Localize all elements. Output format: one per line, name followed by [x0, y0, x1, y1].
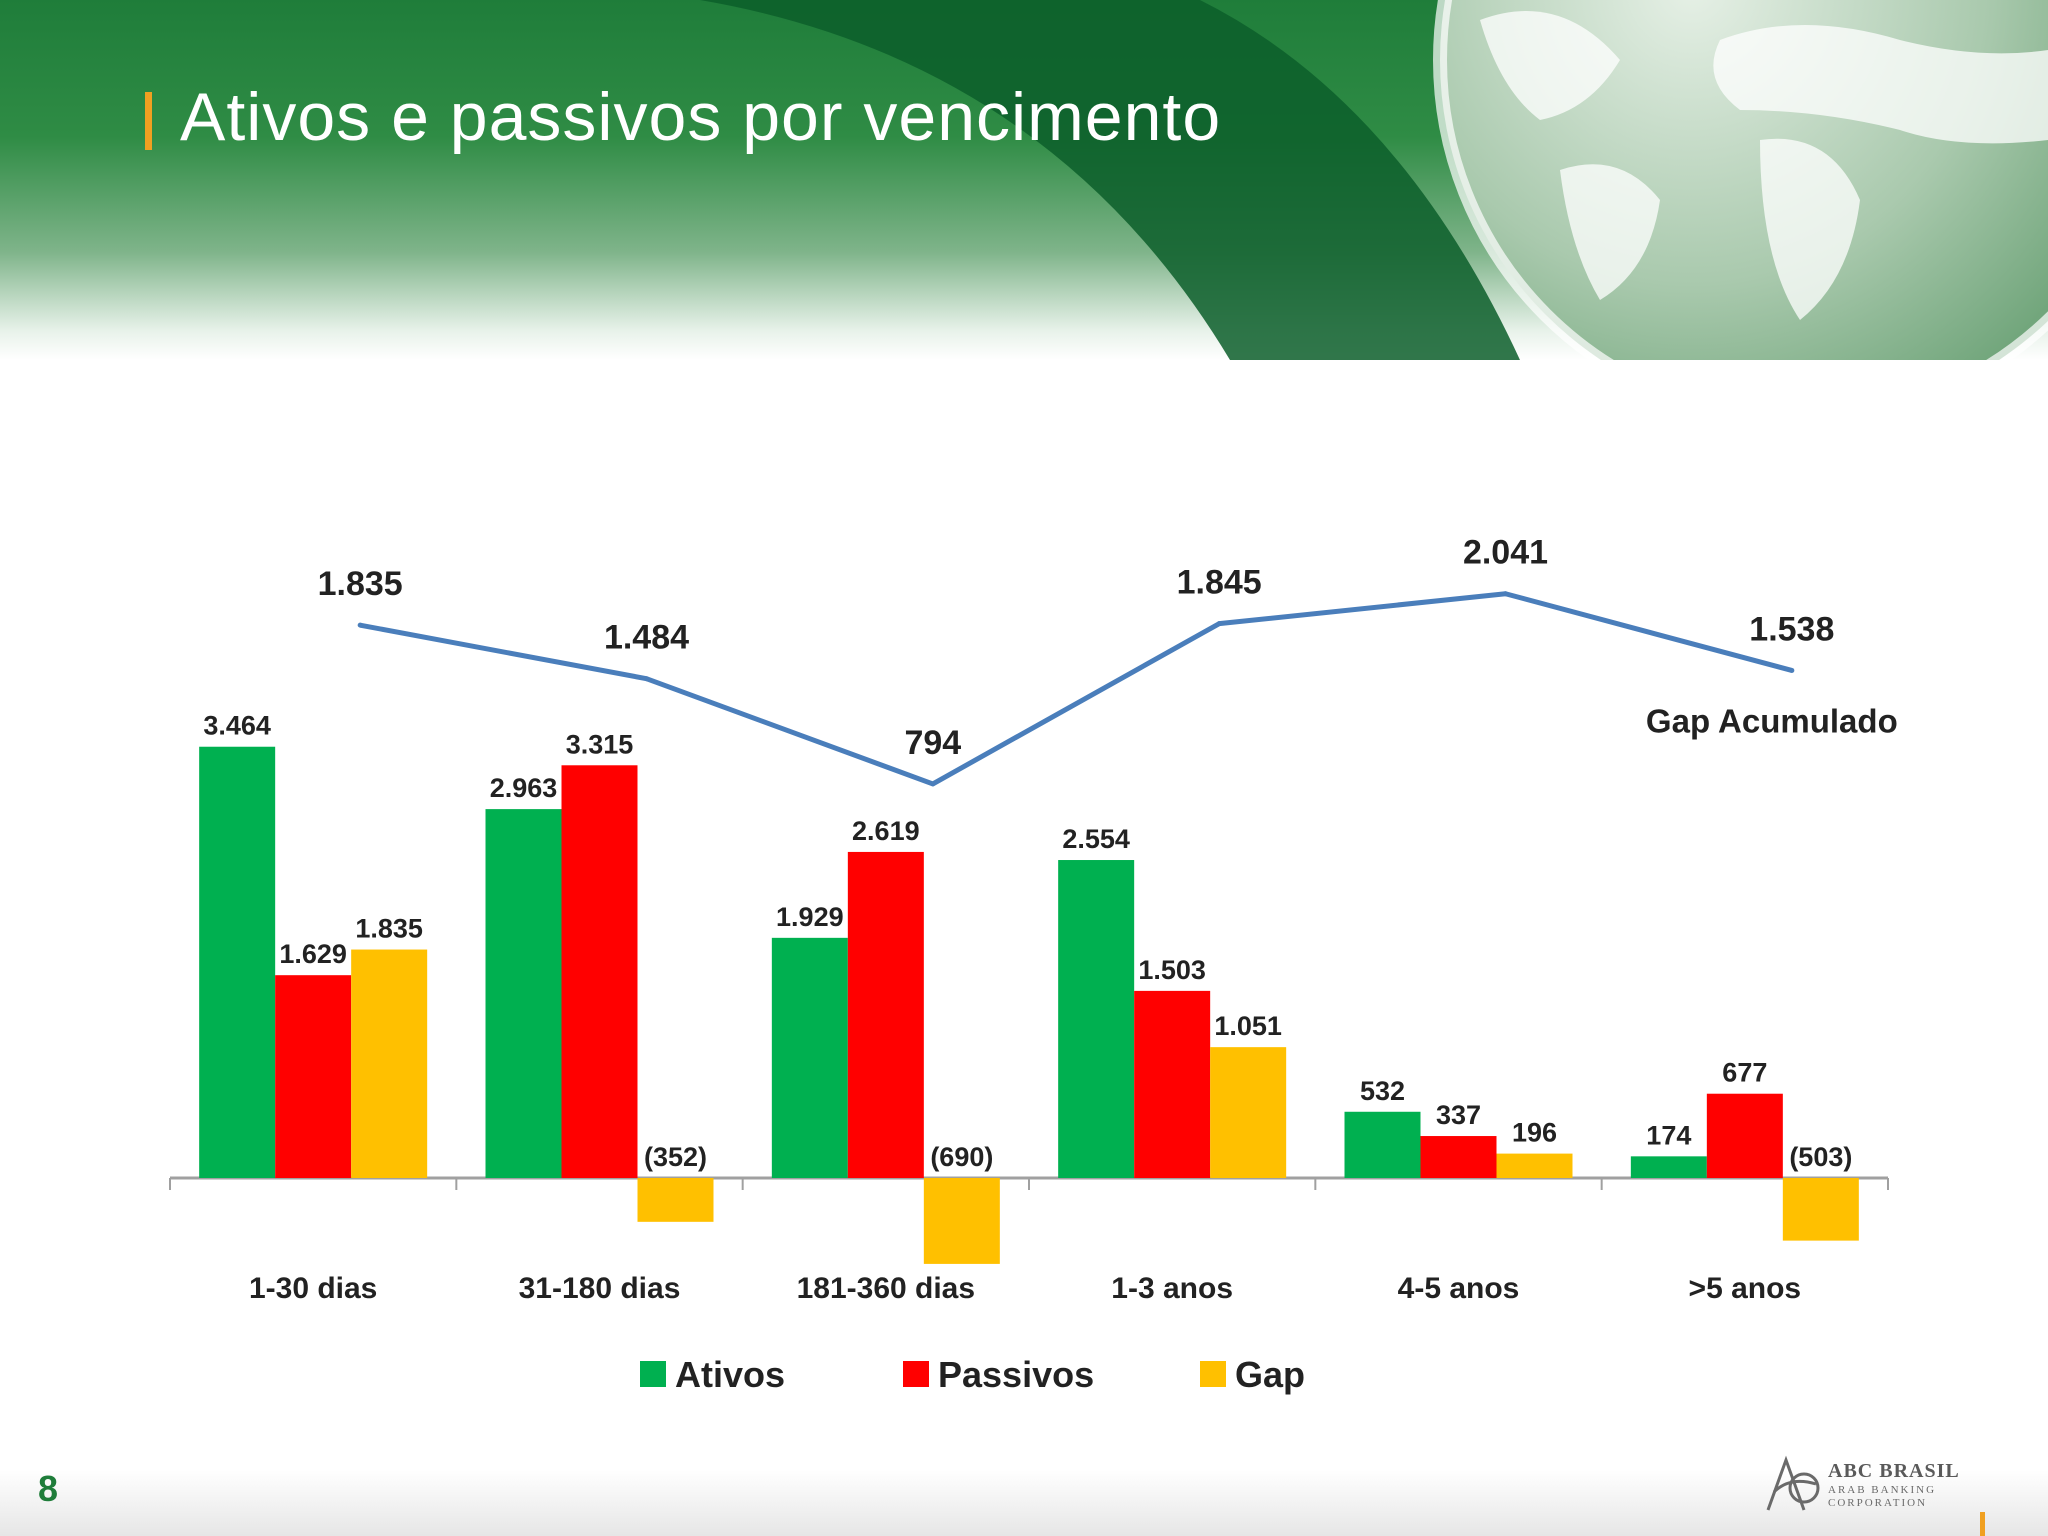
x-tick-label: 1-30 dias: [249, 1272, 377, 1305]
bar-ativos: [1630, 1156, 1707, 1178]
gap-acumulado-point: [930, 781, 936, 787]
bar-data-label: (352): [644, 1142, 707, 1172]
bar-data-label: 532: [1360, 1076, 1405, 1106]
logo-line3: CORPORATION: [1828, 1497, 1928, 1509]
line-data-label: 1.835: [318, 565, 403, 603]
x-tick-label: 1-3 anos: [1111, 1272, 1233, 1305]
bar-ativos: [199, 746, 276, 1178]
gap-acumulado-point: [1789, 667, 1795, 673]
bar-data-label: 3.464: [203, 711, 271, 741]
page-title: Ativos e passivos por vencimento: [180, 79, 1222, 155]
bar-data-label: 174: [1646, 1120, 1691, 1150]
line-data-label: 2.041: [1463, 534, 1548, 572]
bar-passivos: [561, 765, 638, 1178]
bar-gap: [923, 1178, 1000, 1264]
logo-name: ABC BRASIL: [1828, 1460, 1960, 1482]
logo-subtitle: ARAB BANKING CORPORATION: [1828, 1484, 1936, 1510]
bar-data-label: 2.619: [852, 816, 920, 846]
footer-strip: [0, 1470, 2048, 1536]
bar-data-label: 2.554: [1062, 824, 1130, 854]
bar-data-label: 2.963: [490, 773, 558, 803]
bar-ativos: [485, 809, 562, 1178]
x-tick-label: 31-180 dias: [519, 1272, 681, 1305]
legend-label: Ativos: [675, 1354, 785, 1395]
bar-ativos: [1058, 860, 1135, 1178]
line-data-label: 1.845: [1177, 564, 1262, 602]
bar-gap: [1782, 1178, 1859, 1241]
legend-label: Gap: [1235, 1354, 1305, 1395]
abc-brasil-logo: ABC BRASIL ARAB BANKING CORPORATION: [1760, 1448, 1960, 1518]
legend-label: Passivos: [938, 1354, 1094, 1395]
bar-data-label: 1.929: [776, 902, 844, 932]
legend-swatch-ativos: [640, 1361, 666, 1387]
bar-data-label: 1.835: [355, 914, 423, 944]
bar-data-label: 1.503: [1138, 955, 1206, 985]
page-number: 8: [38, 1468, 59, 1509]
gap-acumulado-line: [359, 591, 1793, 787]
x-tick-label: 181-360 dias: [797, 1272, 975, 1305]
bar-passivos: [1134, 990, 1211, 1178]
legend-swatch-gap: [1200, 1361, 1226, 1387]
bar-gap: [637, 1178, 714, 1222]
bar-data-label: 1.051: [1214, 1011, 1282, 1041]
header-banner: [0, 0, 2048, 360]
gap-acumulado-point: [1503, 591, 1508, 597]
logo-line2: ARAB BANKING: [1828, 1484, 1937, 1496]
line-data-label: 794: [904, 724, 961, 762]
globe-graphic: [700, 0, 2048, 360]
bar-data-label: 337: [1436, 1100, 1481, 1130]
bar-data-label: 677: [1722, 1058, 1767, 1088]
gap-acumulado-point: [644, 676, 649, 682]
bar-passivos: [275, 975, 352, 1178]
line-series-label: Gap Acumulado: [1646, 702, 1898, 739]
x-tick-label: >5 anos: [1689, 1272, 1802, 1305]
corner-accent: [1980, 1512, 1985, 1536]
bar-gap: [1496, 1153, 1573, 1178]
bar-data-label: (690): [930, 1142, 993, 1172]
bar-data-label: 1.629: [279, 939, 347, 969]
gap-acumulado-point: [1216, 621, 1222, 627]
legend-swatch-passivos: [903, 1361, 929, 1387]
bar-ativos: [771, 937, 848, 1178]
gap-acumulado-point: [357, 622, 363, 628]
bar-ativos: [1344, 1111, 1421, 1178]
line-data-label: 1.484: [604, 619, 689, 657]
bar-data-label: 3.315: [566, 729, 634, 759]
logo-mark-icon: [1766, 1455, 1820, 1511]
bar-passivos: [1420, 1136, 1497, 1178]
bar-passivos: [847, 851, 924, 1178]
bar-data-label: 196: [1512, 1118, 1557, 1148]
title-accent-bar: [145, 92, 152, 150]
bar-passivos: [1706, 1093, 1783, 1178]
bar-gap: [351, 949, 428, 1178]
x-tick-label: 4-5 anos: [1398, 1272, 1520, 1305]
bar-data-label: (503): [1789, 1142, 1852, 1172]
bar-gap: [1210, 1047, 1287, 1178]
line-data-label: 1.538: [1749, 610, 1834, 648]
